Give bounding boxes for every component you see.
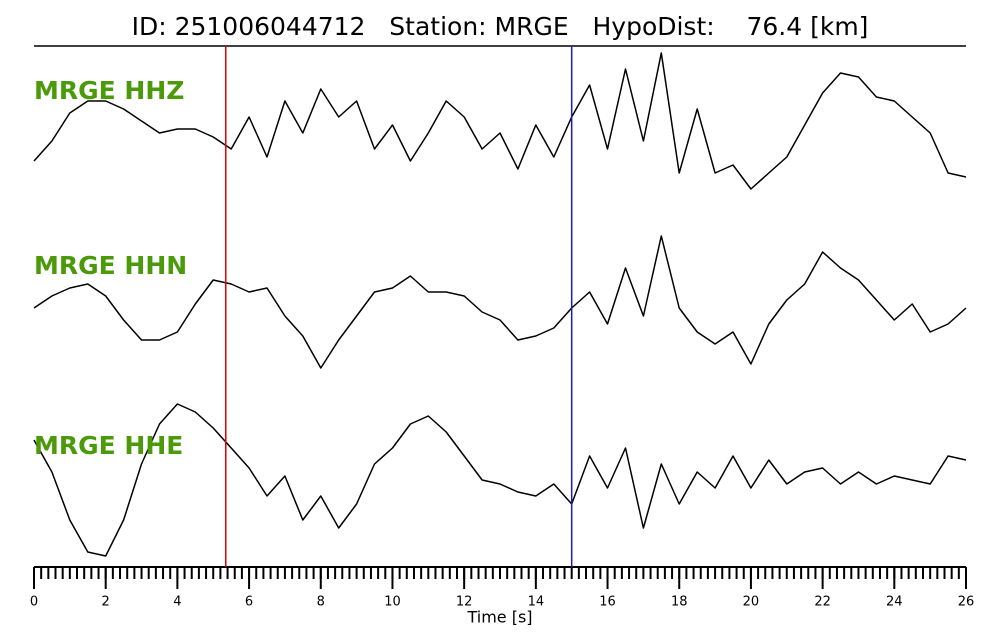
x-tick-label: 8 [317, 595, 325, 610]
trace-label: MRGE HHE [34, 431, 183, 460]
x-tick-label: 14 [528, 595, 545, 610]
chart-title: ID: 251006044712 Station: MRGE HypoDist:… [132, 12, 869, 41]
x-tick-label: 22 [814, 595, 831, 610]
trace-label: MRGE HHN [34, 251, 187, 280]
trace [33, 403, 967, 557]
trace [33, 235, 967, 369]
x-tick-label: 4 [173, 595, 181, 610]
trace-label: MRGE HHZ [34, 76, 184, 105]
x-tick-label: 18 [671, 595, 688, 610]
x-tick-label: 6 [245, 595, 253, 610]
x-tick-label: 16 [599, 595, 616, 610]
x-tick-label: 0 [30, 595, 38, 610]
x-axis-label: Time [s] [466, 608, 532, 627]
x-tick-label: 2 [102, 595, 110, 610]
x-tick-label: 10 [384, 595, 401, 610]
x-tick-label: 24 [886, 595, 903, 610]
trace [33, 52, 967, 190]
x-tick-label: 12 [456, 595, 473, 610]
x-tick-label: 20 [743, 595, 760, 610]
x-tick-label: 26 [958, 595, 975, 610]
